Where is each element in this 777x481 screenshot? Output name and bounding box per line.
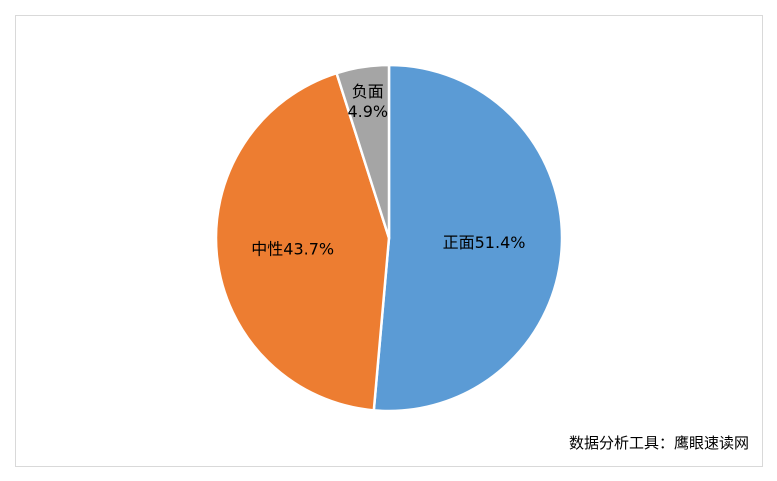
slice-label-负面: 负面 4.9% xyxy=(347,82,388,121)
pie-slice-中性 xyxy=(214,71,391,412)
slice-label-正面: 正面51.4% xyxy=(443,233,526,252)
pie-slices xyxy=(214,63,564,413)
slice-label-中性: 中性43.7% xyxy=(251,240,334,259)
source-note: 数据分析工具：鹰眼速读网 xyxy=(568,434,749,452)
pie-labels: 正面51.4% 中性43.7% 负面 4.9% xyxy=(251,82,525,258)
pie-slice-负面 xyxy=(335,63,391,240)
pie-slice-正面 xyxy=(372,63,564,413)
